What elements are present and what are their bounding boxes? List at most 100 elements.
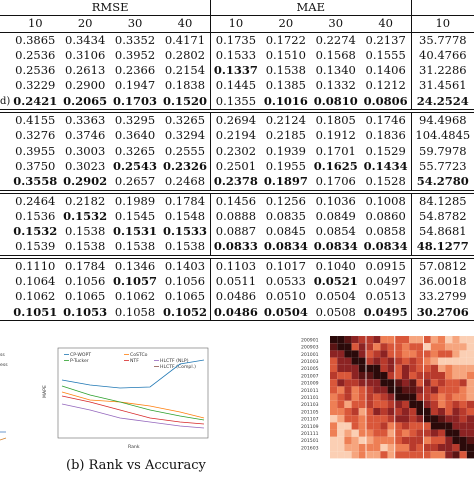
heatmap-cell xyxy=(387,393,395,401)
table-cell: 0.0806 xyxy=(363,93,408,108)
table-cell: 0.0810 xyxy=(313,93,358,108)
heatmap-cell xyxy=(387,336,395,344)
heatmap-cell xyxy=(423,422,431,430)
table-cell: 0.1017 xyxy=(265,258,306,273)
heatmap-cell xyxy=(430,372,438,380)
heatmap-cell xyxy=(445,357,453,365)
rank-header: 30 xyxy=(110,15,160,33)
heatmap-row-label: 200903 xyxy=(301,345,319,351)
heatmap-cell xyxy=(337,364,345,372)
heatmap-cell xyxy=(416,429,424,437)
row-label-cell xyxy=(0,239,10,255)
heatmap-cell xyxy=(366,429,374,437)
heatmap-cell xyxy=(330,451,338,459)
table-cell: 0.1040 xyxy=(315,258,356,273)
table-row: 0.1062 0.1065 0.1062 0.1065 0.0486 0.0510 0.05… xyxy=(0,289,474,305)
heatmap-cell xyxy=(438,451,446,459)
heatmap-cell xyxy=(416,393,424,401)
table-cell: 0.3106 xyxy=(65,47,106,62)
table-cell: 0.3023 xyxy=(65,158,106,173)
heatmap-cell xyxy=(409,408,417,416)
heatmap-cell xyxy=(452,400,460,408)
heatmap-cell xyxy=(337,343,345,351)
heatmap-cell xyxy=(387,364,395,372)
row-label-cell xyxy=(0,63,10,78)
heatmap-cell xyxy=(344,436,352,444)
heatmap-cell xyxy=(438,357,446,365)
heatmap-cell xyxy=(373,444,381,452)
heatmap-cell xyxy=(423,415,431,423)
results-table-region: RMSE MAE 10 20 30 40 10 20 30 40 10 0.38… xyxy=(0,0,474,321)
table-cell: 0.3265 xyxy=(164,113,206,128)
heatmap-cell xyxy=(358,422,366,430)
heatmap-cell xyxy=(351,429,359,437)
heatmap-cell xyxy=(466,336,474,344)
table-cell: 0.2274 xyxy=(315,32,356,47)
heatmap-row-label: 201101 xyxy=(301,395,319,401)
heatmap-cell xyxy=(387,429,395,437)
table-row: 0.1532 0.1538 0.1531 0.1533 0.0887 0.0845 0.08… xyxy=(0,224,474,240)
heatmap-cell xyxy=(459,408,467,416)
table-cell: 0.1538 xyxy=(265,63,306,78)
heatmap-cell xyxy=(330,336,338,344)
heatmap-cell xyxy=(459,451,467,459)
table-cell: 0.4155 xyxy=(15,113,56,128)
table-cell: 0.1536 xyxy=(15,208,56,223)
heatmap-cell xyxy=(394,429,402,437)
heatmap-cell xyxy=(366,393,374,401)
heatmap-cell xyxy=(366,386,374,394)
heatmap-cell xyxy=(459,343,467,351)
heatmap-cell xyxy=(409,444,417,452)
table-cell: 0.0845 xyxy=(265,224,306,239)
heatmap-cell xyxy=(366,372,374,380)
heatmap-cell xyxy=(394,343,402,351)
heatmap-cell xyxy=(344,386,352,394)
table-cell: 0.1701 xyxy=(315,143,356,158)
heatmap-cell xyxy=(330,357,338,365)
heatmap-cell xyxy=(409,415,417,423)
table-cell: 0.1538 xyxy=(114,239,156,254)
heatmap-cell xyxy=(459,350,467,358)
heatmap-cell xyxy=(402,350,410,358)
heatmap-cell xyxy=(409,357,417,365)
table-cell: 0.0860 xyxy=(365,208,406,223)
heatmap-cell xyxy=(459,400,467,408)
table-cell: 0.0834 xyxy=(363,239,408,254)
heatmap-cell xyxy=(330,364,338,372)
heatmap-cell xyxy=(337,451,345,459)
row-label-cell xyxy=(0,78,10,93)
heatmap-cell xyxy=(358,336,366,344)
table-cell: 0.2366 xyxy=(114,63,156,78)
table-cell: 0.1406 xyxy=(365,63,406,78)
table-cell: 0.2657 xyxy=(114,174,156,189)
heatmap-cell xyxy=(409,436,417,444)
table-cell: 0.1064 xyxy=(15,274,56,289)
heatmap-cell xyxy=(452,415,460,423)
table-cell: 0.1051 xyxy=(13,304,58,319)
table-cell: 0.1784 xyxy=(65,258,106,273)
plot-legend: CP-WOPT CoSTCo P-Tucker NTF HLCTF (NLP) … xyxy=(64,352,196,370)
legend-entry-cpwopt: CP-WOPT xyxy=(70,352,91,358)
table-cell: 0.1110 xyxy=(15,258,56,273)
table-cell: 0.0521 xyxy=(313,274,358,289)
heatmap-cell xyxy=(445,451,453,459)
series-line-costco xyxy=(61,391,205,419)
heatmap-cell xyxy=(452,343,460,351)
heatmap-cell xyxy=(394,415,402,423)
heatmap-cell xyxy=(330,400,338,408)
legend-entry-costco: CoSTCo xyxy=(130,352,148,358)
heatmap-cell xyxy=(452,364,460,372)
block-separator xyxy=(0,255,474,259)
table-cell: 0.3558 xyxy=(13,174,58,189)
heatmap-cell xyxy=(416,336,424,344)
heatmap-cell xyxy=(387,379,395,387)
series-line-ntf xyxy=(61,395,205,425)
rank-header: 30 xyxy=(310,15,361,33)
heatmap-cell xyxy=(351,350,359,358)
legend-entry-ntf: NTF xyxy=(130,358,139,364)
table-cell: 0.1332 xyxy=(315,78,356,93)
heatmap-cell xyxy=(438,372,446,380)
table-cell: 0.1538 xyxy=(65,239,106,254)
table-cell: 57.0812 xyxy=(410,258,474,275)
